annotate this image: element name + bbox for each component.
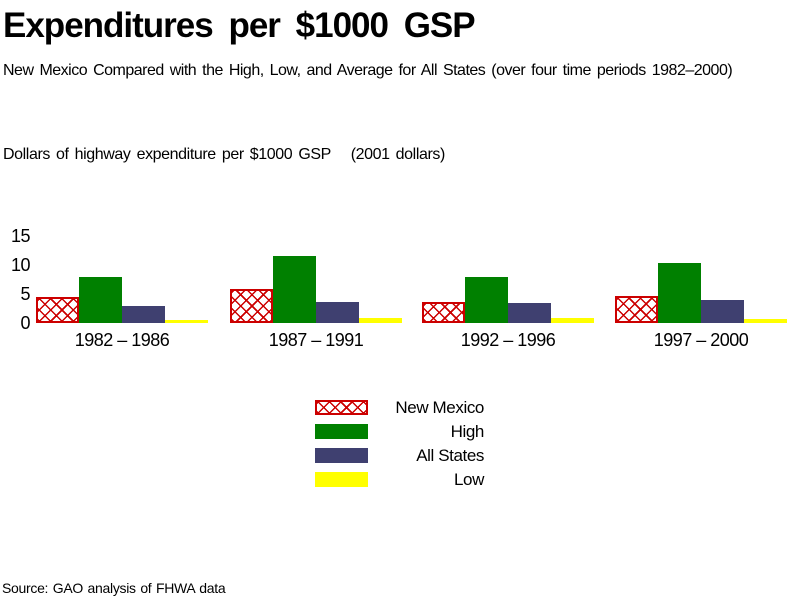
bar-low-1992-1996 (551, 318, 594, 323)
y-tick-label-0: 0 (20, 313, 30, 333)
legend-item-high: High (315, 422, 485, 441)
bar-low-1997-2000 (744, 319, 787, 323)
bar-new-mexico-1982-1986 (36, 297, 79, 323)
legend-item-low: Low (315, 470, 484, 489)
y-tick-label-15: 15 (10, 226, 31, 246)
bar-new-mexico-1997-2000 (615, 296, 658, 323)
chart-subtitle: New Mexico Compared with the High, Low, … (3, 62, 733, 79)
legend-label-high: High (450, 422, 485, 441)
bar-low-1987-1991 (359, 318, 402, 323)
x-axis-label-1992-1996: 1992 – 1996 (460, 330, 556, 350)
x-axis-label-1987-1991: 1987 – 1991 (268, 330, 364, 350)
legend-item-all-states: All States (315, 446, 484, 465)
x-axis-label-1997-2000: 1997 – 2000 (653, 330, 749, 350)
x-axis-label-1982-1986: 1982 – 1986 (74, 330, 170, 350)
legend-swatch-high (315, 424, 368, 439)
legend-item-new-mexico: New Mexico (315, 398, 484, 417)
y-axis-title-row: Dollars of highway expenditure per $1000… (3, 146, 445, 164)
legend-swatch-low (315, 472, 368, 487)
y-tick-label-5: 5 (20, 284, 30, 304)
legend-label-all-states: All States (416, 446, 484, 465)
bar-high-1997-2000 (658, 263, 701, 323)
bar-high-1987-1991 (273, 256, 316, 323)
bar-new-mexico-1987-1991 (230, 289, 273, 323)
bar-all-states-1982-1986 (122, 306, 165, 323)
bar-all-states-1987-1991 (316, 302, 359, 323)
bar-low-1982-1986 (165, 320, 208, 323)
bar-new-mexico-1992-1996 (422, 302, 465, 323)
y-axis-title: Dollars of highway expenditure per $1000… (3, 146, 331, 163)
legend-label-low: Low (454, 470, 484, 489)
y-axis-units-note: (2001 dollars) (350, 146, 446, 163)
bar-all-states-1992-1996 (508, 303, 551, 323)
bar-high-1982-1986 (79, 277, 122, 323)
y-tick-label-10: 10 (10, 255, 31, 275)
legend-label-new-mexico: New Mexico (395, 398, 484, 417)
legend: New Mexico High All States Low (315, 398, 485, 496)
bar-all-states-1997-2000 (701, 300, 744, 323)
legend-swatch-all-states (315, 448, 368, 463)
bar-high-1992-1996 (465, 277, 508, 323)
legend-swatch-new-mexico (315, 400, 368, 415)
source-note: Source: GAO analysis of FHWA data (2, 580, 226, 596)
chart-title: Expenditures per $1000 GSP (3, 6, 476, 45)
